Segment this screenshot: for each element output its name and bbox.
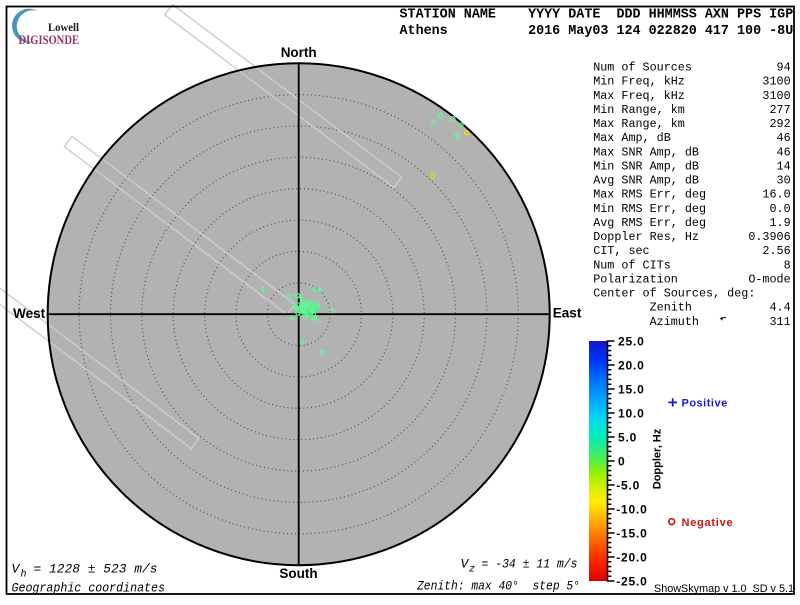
svg-text:-25.0: -25.0 bbox=[616, 574, 647, 588]
svg-text:0: 0 bbox=[618, 454, 625, 468]
svg-text:ShowSkymap v 1.0 SD v 5.1: ShowSkymap v 1.0 SD v 5.1 bbox=[654, 583, 794, 595]
svg-text:Azimuth 311: Azimuth 311 bbox=[593, 315, 790, 329]
svg-text:South: South bbox=[279, 566, 317, 581]
svg-text:Max Range, km 292: Max Range, km 292 bbox=[593, 117, 790, 131]
svg-text:-5.0: -5.0 bbox=[616, 478, 640, 492]
svg-text:z: z bbox=[469, 565, 475, 576]
svg-text:20.0: 20.0 bbox=[618, 358, 645, 372]
svg-text:= 1228 ± 523 m/s: = 1228 ± 523 m/s bbox=[34, 562, 158, 577]
svg-text:Doppler, Hz: Doppler, Hz bbox=[652, 428, 664, 489]
svg-text:15.0: 15.0 bbox=[618, 382, 645, 396]
svg-text:10.0: 10.0 bbox=[618, 406, 645, 420]
svg-text:Max RMS Err, deg 16.0: Max RMS Err, deg 16.0 bbox=[593, 188, 790, 202]
svg-text:Min RMS Err, deg 0.0: Min RMS Err, deg 0.0 bbox=[593, 202, 790, 216]
svg-text:West: West bbox=[13, 306, 46, 321]
svg-text:CIT, sec 2.56: CIT, sec 2.56 bbox=[593, 244, 790, 258]
svg-text:-15.0: -15.0 bbox=[616, 526, 647, 540]
svg-text:25.0: 25.0 bbox=[618, 334, 645, 348]
svg-text:Athens 2016 May03 124: Athens 2016 May03 124 022820 417 100 -8U bbox=[400, 24, 794, 39]
svg-text:Avg SNR Amp, dB 30: Avg SNR Amp, dB 30 bbox=[593, 174, 790, 188]
svg-text:Doppler Res, Hz 0.3906: Doppler Res, Hz 0.3906 bbox=[593, 230, 790, 244]
svg-text:DIGISONDE: DIGISONDE bbox=[19, 33, 80, 47]
svg-text:STATION NAME YYYY DATE DDD: STATION NAME YYYY DATE DDD HHMMSS AXN PP… bbox=[400, 8, 794, 23]
svg-text:Min SNR Amp, dB 14: Min SNR Amp, dB 14 bbox=[593, 159, 790, 173]
svg-text:= -34 ± 11 m/s: = -34 ± 11 m/s bbox=[482, 557, 578, 572]
svg-text:North: North bbox=[281, 45, 317, 60]
svg-text:Num of CITs 8: Num of CITs 8 bbox=[593, 258, 790, 272]
svg-text:Positive: Positive bbox=[682, 397, 728, 409]
svg-text:Min Freq, kHz 3100: Min Freq, kHz 3100 bbox=[593, 75, 790, 89]
svg-text:5.0: 5.0 bbox=[618, 430, 637, 444]
svg-text:Num of Sources 94: Num of Sources 94 bbox=[593, 61, 790, 75]
svg-text:Max Freq, kHz 3100: Max Freq, kHz 3100 bbox=[593, 89, 790, 103]
svg-text:-20.0: -20.0 bbox=[616, 550, 647, 564]
svg-text:Center of Sources, deg:: Center of Sources, deg: bbox=[593, 287, 755, 301]
svg-text:Min Range, km 277: Min Range, km 277 bbox=[593, 103, 790, 117]
svg-text:Max SNR Amp, dB 46: Max SNR Amp, dB 46 bbox=[593, 145, 790, 159]
svg-text:-10.0: -10.0 bbox=[616, 502, 647, 516]
svg-text:Lowell: Lowell bbox=[48, 20, 80, 34]
svg-text:Max Amp, dB 46: Max Amp, dB 46 bbox=[593, 131, 790, 145]
svg-text:V: V bbox=[12, 562, 21, 577]
svg-text:V: V bbox=[461, 557, 470, 572]
svg-text:Polarization O-mode: Polarization O-mode bbox=[593, 272, 790, 286]
svg-text:East: East bbox=[553, 306, 582, 321]
svg-text:Zenith 4.4: Zenith 4.4 bbox=[593, 301, 790, 315]
svg-text:h: h bbox=[21, 569, 27, 581]
svg-text:Geographic coordinates: Geographic coordinates bbox=[12, 581, 166, 596]
svg-text:Negative: Negative bbox=[682, 517, 734, 529]
svg-text:Zenith: max 40° step 5°: Zenith: max 40° step 5° bbox=[416, 579, 580, 594]
svg-text:Avg RMS Err, deg 1.9: Avg RMS Err, deg 1.9 bbox=[593, 216, 790, 230]
